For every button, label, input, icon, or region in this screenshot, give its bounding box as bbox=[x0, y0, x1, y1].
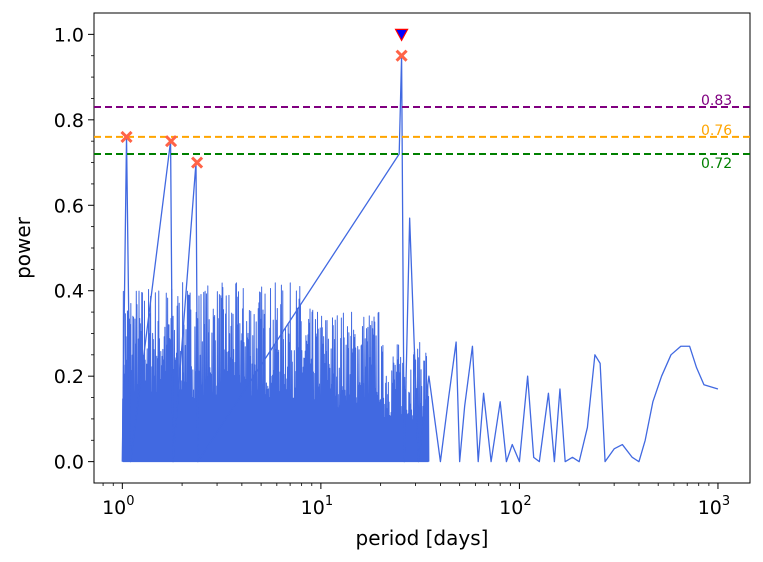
series-layer bbox=[121, 55, 719, 463]
series-line-periodogram bbox=[121, 55, 719, 463]
y-tick-label-1: 0.2 bbox=[54, 366, 84, 388]
peak-marker-1 bbox=[165, 135, 178, 148]
y-tick-label-0: 0.0 bbox=[54, 452, 84, 474]
y-tick-label-5: 1.0 bbox=[54, 24, 84, 46]
y-axis-title: power bbox=[11, 216, 35, 279]
marker-layer bbox=[120, 28, 409, 169]
peak-marker-stroke bbox=[120, 130, 133, 143]
x-tick-label-2: 102 bbox=[499, 494, 531, 519]
peak-marker-stroke bbox=[395, 49, 408, 62]
y-tick-label-4: 0.8 bbox=[54, 110, 84, 132]
y-tick-label-2: 0.4 bbox=[54, 281, 84, 303]
x-tick-label-0: 100 bbox=[102, 494, 134, 519]
threshold-label-1: 0.76 bbox=[701, 123, 732, 139]
threshold-label-2: 0.72 bbox=[701, 156, 732, 172]
best-period-marker bbox=[394, 28, 409, 42]
threshold-layer: 0.83 0.76 0.72 bbox=[94, 93, 750, 172]
peak-marker-stroke bbox=[191, 156, 204, 169]
threshold-label-0: 0.83 bbox=[701, 93, 732, 109]
y-tick-label-3: 0.6 bbox=[54, 195, 84, 217]
x-tick-label-1: 101 bbox=[301, 494, 333, 519]
x-axis-title: period [days] bbox=[356, 526, 489, 550]
peak-marker-2 bbox=[191, 156, 204, 169]
axis-layer: 0.0 0.2 0.4 0.6 0.8 1.0 100 101 102 103 bbox=[54, 24, 730, 519]
series-noise-band bbox=[121, 282, 430, 463]
peak-marker-3 bbox=[395, 49, 408, 62]
x-tick-label-3: 103 bbox=[698, 494, 730, 519]
peak-marker-0 bbox=[120, 130, 133, 143]
peak-marker-stroke bbox=[165, 135, 178, 148]
